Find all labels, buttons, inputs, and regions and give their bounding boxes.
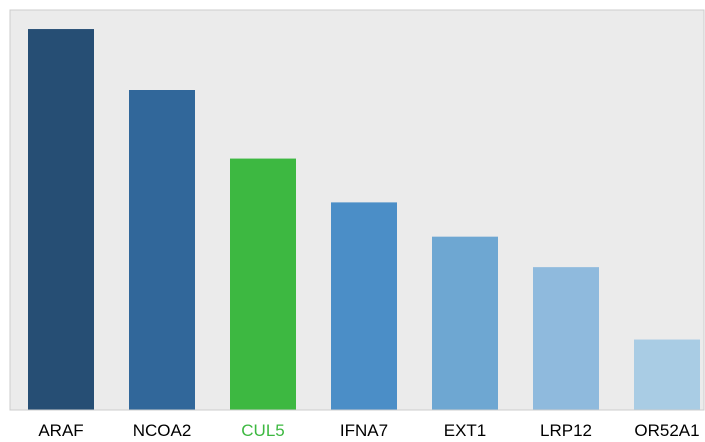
bar-or52a1 <box>634 339 700 410</box>
x-tick-label-araf: ARAF <box>38 421 83 440</box>
bar-ext1 <box>432 236 498 410</box>
x-tick-label-or52a1: OR52A1 <box>634 421 699 440</box>
x-tick-labels: ARAF NCOA2 CUL5 IFNA7 EXT1 LRP12 OR52A1 <box>38 421 699 440</box>
x-tick-label-cul5: CUL5 <box>241 421 284 440</box>
x-tick-label-ext1: EXT1 <box>444 421 487 440</box>
bars-group <box>28 29 700 411</box>
bar-cul5 <box>230 158 296 410</box>
x-tick-label-ncoa2: NCOA2 <box>133 421 192 440</box>
bar-ncoa2 <box>129 90 195 410</box>
bar-ifna7 <box>331 202 397 410</box>
x-tick-label-ifna7: IFNA7 <box>340 421 388 440</box>
x-tick-label-lrp12: LRP12 <box>540 421 592 440</box>
bar-araf <box>28 29 94 411</box>
bar-lrp12 <box>533 267 599 410</box>
